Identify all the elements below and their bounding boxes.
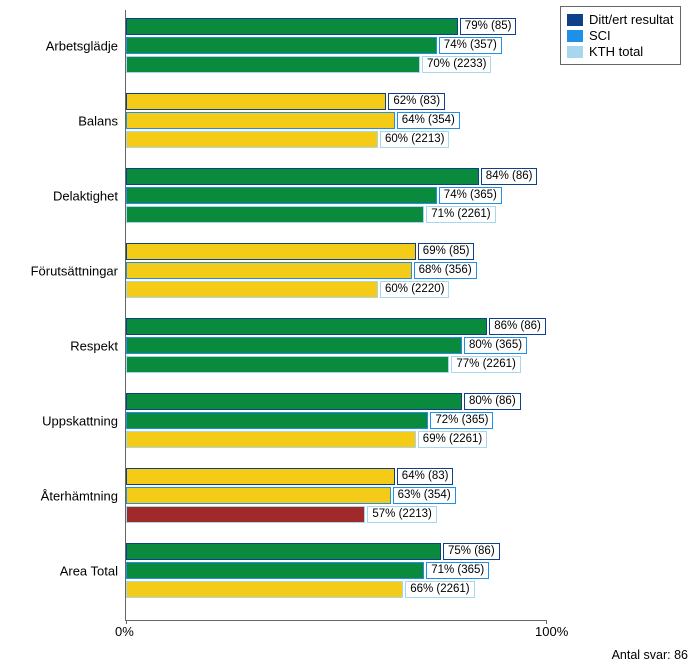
bar — [126, 356, 449, 373]
bar — [126, 243, 416, 260]
value-label: 84% (86) — [481, 168, 538, 185]
category-label: Area Total — [3, 564, 118, 577]
category-label: Uppskattning — [3, 414, 118, 427]
value-label: 72% (365) — [430, 412, 493, 429]
bar — [126, 318, 487, 335]
category-label: Balans — [3, 114, 118, 127]
bar — [126, 487, 391, 504]
legend-item: SCI — [567, 28, 674, 43]
bar — [126, 18, 458, 35]
bar — [126, 562, 424, 579]
value-label: 70% (2233) — [422, 56, 491, 73]
value-label: 80% (86) — [464, 393, 521, 410]
bar — [126, 281, 378, 298]
category-label: Arbetsglädje — [3, 39, 118, 52]
category-label: Delaktighet — [3, 189, 118, 202]
legend-item: KTH total — [567, 44, 674, 59]
value-label: 69% (85) — [418, 243, 475, 260]
bar — [126, 393, 462, 410]
bar — [126, 56, 420, 73]
value-label: 77% (2261) — [451, 356, 520, 373]
value-label: 79% (85) — [460, 18, 517, 35]
bar — [126, 206, 424, 223]
bar — [126, 93, 386, 110]
legend-label: Ditt/ert resultat — [589, 12, 674, 27]
value-label: 74% (357) — [439, 37, 502, 54]
value-label: 64% (83) — [397, 468, 454, 485]
legend-label: KTH total — [589, 44, 643, 59]
bar — [126, 431, 416, 448]
value-label: 86% (86) — [489, 318, 546, 335]
legend-item: Ditt/ert resultat — [567, 12, 674, 27]
value-label: 60% (2220) — [380, 281, 449, 298]
bar — [126, 187, 437, 204]
value-label: 68% (356) — [414, 262, 477, 279]
bar — [126, 337, 462, 354]
legend-label: SCI — [589, 28, 611, 43]
footer-text: Antal svar: 86 — [612, 648, 688, 662]
chart-container: 79% (85) 74% (357) 70% (2233) 62% (83) 64% (… — [0, 0, 700, 665]
bar — [126, 262, 412, 279]
bar — [126, 112, 395, 129]
legend: Ditt/ert resultatSCIKTH total — [560, 6, 681, 65]
value-label: 57% (2213) — [367, 506, 436, 523]
value-label: 80% (365) — [464, 337, 527, 354]
category-label: Respekt — [3, 339, 118, 352]
value-label: 62% (83) — [388, 93, 445, 110]
value-label: 71% (2261) — [426, 206, 495, 223]
bar — [126, 581, 403, 598]
legend-swatch — [567, 46, 583, 58]
bar — [126, 468, 395, 485]
value-label: 66% (2261) — [405, 581, 474, 598]
value-label: 69% (2261) — [418, 431, 487, 448]
legend-swatch — [567, 14, 583, 26]
bar — [126, 543, 441, 560]
value-label: 71% (365) — [426, 562, 489, 579]
value-label: 74% (365) — [439, 187, 502, 204]
bar — [126, 37, 437, 54]
bar — [126, 506, 365, 523]
value-label: 75% (86) — [443, 543, 500, 560]
x-tick-label: 100% — [535, 624, 568, 639]
bar — [126, 168, 479, 185]
value-label: 63% (354) — [393, 487, 456, 504]
x-tick-label: 0% — [115, 624, 134, 639]
plot-area: 79% (85) 74% (357) 70% (2233) 62% (83) 64% (… — [125, 10, 546, 621]
value-label: 64% (354) — [397, 112, 460, 129]
category-label: Återhämtning — [3, 489, 118, 502]
category-label: Förutsättningar — [3, 264, 118, 277]
bar — [126, 131, 378, 148]
value-label: 60% (2213) — [380, 131, 449, 148]
bar — [126, 412, 428, 429]
legend-swatch — [567, 30, 583, 42]
